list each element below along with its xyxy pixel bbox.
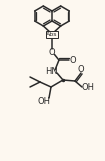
- Text: Abs: Abs: [46, 32, 58, 37]
- Text: O: O: [70, 56, 76, 65]
- Text: O: O: [49, 47, 55, 57]
- Text: OH: OH: [81, 82, 94, 91]
- Text: HN: HN: [45, 66, 57, 76]
- FancyBboxPatch shape: [46, 30, 58, 38]
- Text: O: O: [78, 65, 84, 74]
- Text: OH: OH: [37, 96, 51, 105]
